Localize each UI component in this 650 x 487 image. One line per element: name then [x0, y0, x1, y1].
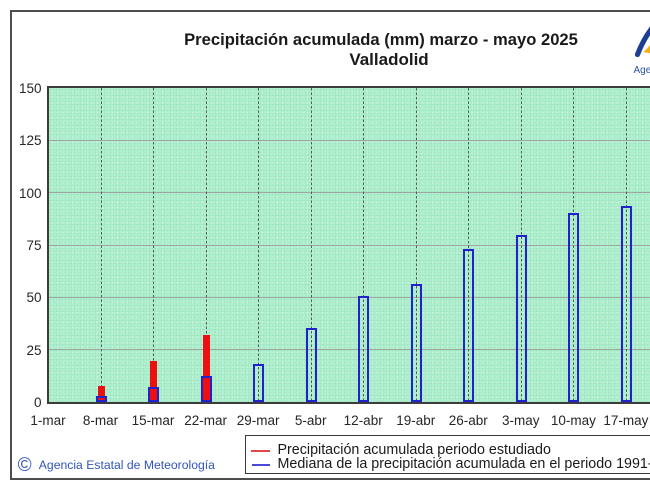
svg-text:Agen: Agen — [634, 65, 650, 76]
